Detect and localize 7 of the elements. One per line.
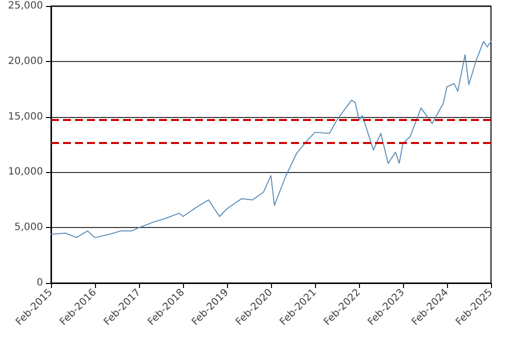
y-tick-label: 5,000 (14, 222, 43, 234)
y-tick-label: 10,000 (8, 166, 43, 178)
y-tick-label: 20,000 (8, 56, 43, 67)
y-tick-label: 15,000 (8, 111, 43, 122)
y-tick-label: 25,000 (8, 0, 43, 12)
line-series (50, 40, 492, 238)
y-tick-label: 0 (36, 278, 43, 288)
